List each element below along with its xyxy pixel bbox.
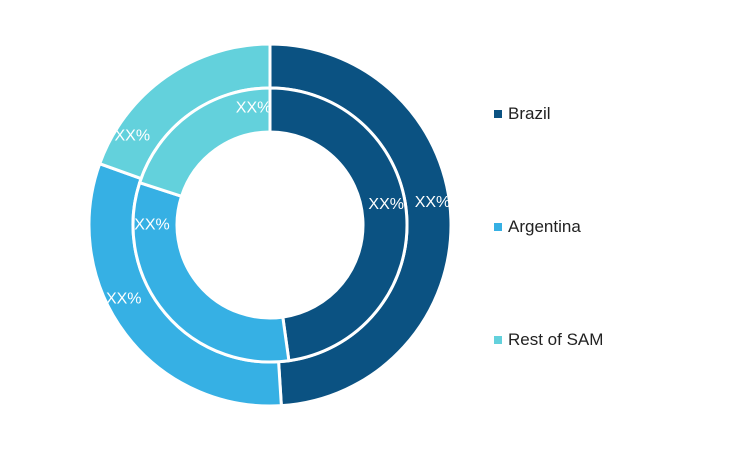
outer-label-rest-of-sam: XX% — [115, 127, 151, 144]
outer-label-brazil: XX% — [415, 194, 451, 211]
legend-item-argentina: Argentina — [494, 217, 581, 237]
outer-label-argentina: XX% — [106, 291, 142, 308]
inner-label-argentina: XX% — [134, 216, 170, 233]
legend-swatch-brazil — [494, 110, 502, 118]
legend-label-argentina: Argentina — [508, 217, 581, 236]
inner-slice-brazil — [268, 86, 409, 363]
legend-swatch-rest-of-sam — [494, 336, 502, 344]
inner-slice-argentina — [131, 180, 291, 364]
legend-label-brazil: Brazil — [508, 104, 551, 123]
legend-label-rest-of-sam: Rest of SAM — [508, 330, 604, 349]
legend-swatch-argentina — [494, 223, 502, 231]
inner-label-rest-of-sam: XX% — [236, 100, 272, 117]
legend-item-rest-of-sam: Rest of SAM — [494, 330, 603, 350]
inner-slice-rest-of-sam — [137, 86, 272, 199]
legend-item-brazil: Brazil — [494, 104, 551, 124]
inner-label-brazil: XX% — [368, 196, 404, 213]
